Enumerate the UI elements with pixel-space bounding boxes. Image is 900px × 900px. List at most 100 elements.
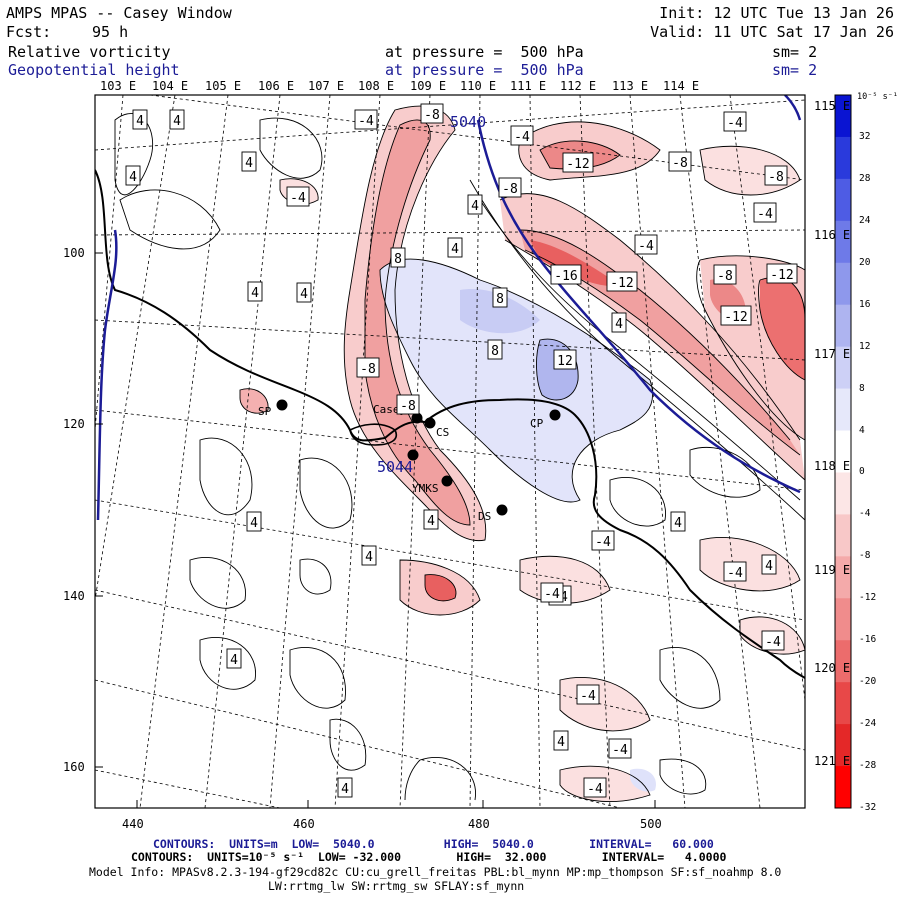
colorbar-tick-label: -28 [859,760,877,772]
vorticity-contour-label: 4 [226,648,242,669]
axis-ticks [95,252,656,808]
top-lon-label: 104 E [152,79,189,93]
svg-text:4: 4 [765,559,773,574]
svg-text:-4: -4 [612,743,628,758]
svg-text:4: 4 [471,199,479,214]
svg-text:4: 4 [250,516,258,531]
colorbar [834,94,852,809]
colorbar-tick-label: -24 [859,718,877,730]
svg-text:4: 4 [173,114,181,129]
vorticity-contour-label: 4 [296,282,312,303]
vorticity-contour-label: -8 [498,177,522,198]
vorticity-contour-label: 4 [169,109,185,130]
colorbar-tick-label: -4 [859,508,871,520]
footer-height-contours: CONTOURS: UNITS=m LOW= 5040.0 HIGH= 5040… [153,837,714,851]
colorbar-swatch [835,262,851,306]
colorbar-swatch [835,220,851,264]
colorbar-swatch [835,514,851,557]
forecast-hours: 95 h [92,23,129,41]
vorticity-contour-label: 8 [390,247,406,268]
vorticity-contour-label: 8 [487,339,503,360]
valid-time: Valid: 11 UTC Sat 17 Jan 26 [650,23,894,41]
svg-text:-4: -4 [587,782,603,797]
svg-text:8: 8 [394,252,402,267]
svg-text:-4: -4 [544,587,560,602]
vorticity-contours [114,105,805,802]
colorbar-swatch [835,95,851,138]
svg-text:-4: -4 [580,689,596,704]
svg-text:4: 4 [251,286,259,301]
y-axis-tick-label: 120 [63,417,85,431]
vorticity-contour-label: -4 [634,234,658,255]
svg-text:-8: -8 [717,269,733,284]
vorticity-contour-label: -4 [723,561,747,582]
right-lon-label: 116 E [814,228,851,242]
colorbar-swatch [835,682,851,725]
svg-text:-4: -4 [727,116,743,131]
chart-title: AMPS MPAS -- Casey Window [6,4,232,22]
colorbar-tick-label: 20 [859,256,871,268]
station-label: DS [478,510,491,523]
svg-text:-8: -8 [400,399,416,414]
colorbar-swatch [835,724,851,767]
vorticity-contour-label: -12 [720,305,752,326]
field2-smoothing: sm= 2 [772,61,818,79]
top-lon-label: 108 E [358,79,395,93]
vorticity-contour-label: -4 [583,777,607,798]
vorticity-contour-label: -12 [606,271,638,292]
forecast-label: Fcst: [6,23,52,41]
colorbar-swatch [835,640,851,683]
svg-text:4: 4 [230,653,238,668]
svg-text:8: 8 [491,344,499,359]
svg-text:-8: -8 [424,108,440,123]
station-dot [549,409,561,421]
svg-text:8: 8 [496,292,504,307]
right-lon-label: 115 E [814,99,851,113]
station-dot [424,417,436,429]
station-dot [496,504,508,516]
svg-text:-4: -4 [638,239,654,254]
colorbar-swatch [835,472,851,515]
vorticity-contour-label: -8 [668,151,692,172]
svg-text:4: 4 [451,242,459,257]
svg-text:4: 4 [427,514,435,529]
footer-model-info: Model Info: MPASv8.2.3-194-gf29cd82c CU:… [89,865,782,879]
svg-text:-12: -12 [610,276,633,291]
init-time: Init: 12 UTC Tue 13 Jan 26 [659,4,894,22]
vorticity-contour-label: 4 [247,281,263,302]
vorticity-contour-label: 4 [241,151,257,172]
colorbar-tick-label: 28 [859,172,871,184]
colorbar-tick-label: 8 [859,382,865,394]
svg-text:-4: -4 [358,114,374,129]
vorticity-contour-label: 4 [553,730,569,751]
vorticity-contour-label: -16 [550,264,582,285]
svg-text:-8: -8 [502,182,518,197]
vorticity-contour-label: 12 [553,349,577,370]
vorticity-contour-label: 4 [132,109,148,130]
station-label: SP [258,405,272,418]
colorbar-units: 10⁻⁵ s⁻¹ [857,92,898,102]
vorticity-contour-label: -4 [723,111,747,132]
footer-radiation: LW:rrtmg_lw SW:rrtmg_sw SFLAY:sf_mynn [268,879,525,893]
height-contour-labels: 5040 5044 [377,113,486,476]
y-axis-tick-label: 140 [63,589,85,603]
colorbar-tick-label: 4 [859,424,865,436]
vorticity-contour-label: 4 [761,554,777,575]
x-axis-tick-label: 460 [293,817,315,831]
right-lon-label: 121 E [814,754,851,768]
colorbar-tick-label: -32 [859,802,877,813]
plot-frame [94,94,806,809]
y-axis-tick-label: 100 [63,246,85,260]
vorticity-contour-label: -4 [576,684,600,705]
height-contour-label: 5040 [450,113,486,131]
vorticity-contour-label: 4 [337,777,353,798]
vorticity-contour-label: -8 [396,394,420,415]
svg-text:-12: -12 [770,268,793,283]
colorbar-swatch [835,136,851,180]
top-lon-label: 114 E [663,79,700,93]
colorbar-tick-label: 0 [859,466,865,478]
vorticity-contour-label: 4 [447,237,463,258]
top-lon-label: 105 E [205,79,242,93]
field2-name: Geopotential height [8,61,180,79]
vorticity-contour-label: -8 [713,264,737,285]
